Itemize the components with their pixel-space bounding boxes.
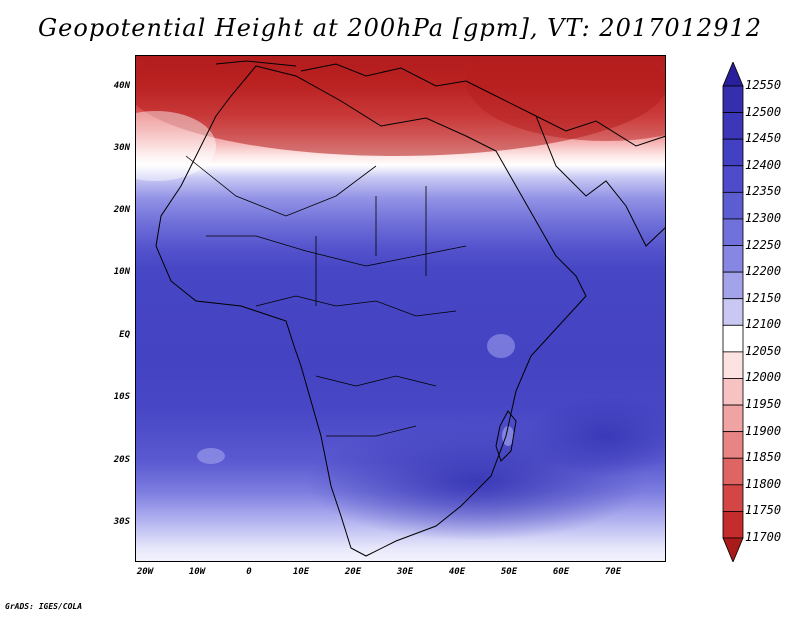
lat-label-20s: 20S <box>113 455 130 465</box>
colorbar-label: 12450 <box>745 131 782 146</box>
lat-label-20n: 20N <box>113 205 130 215</box>
colorbar-label: 12400 <box>745 157 782 172</box>
colorbar-label: 11700 <box>745 530 782 544</box>
lon-label-10w: 10W <box>188 567 206 577</box>
lon-label-20e: 20E <box>344 567 362 577</box>
colorbar-label: 12500 <box>745 104 782 119</box>
colorbar-label: 12300 <box>745 210 782 225</box>
colorbar-label: 12550 <box>745 78 782 92</box>
colorbar-swatch <box>722 351 744 379</box>
colorbar-label: 11750 <box>745 503 782 518</box>
colorbar-swatch <box>722 245 744 273</box>
colorbar-swatch <box>722 85 744 113</box>
colorbar-top-triangle <box>722 62 744 87</box>
colorbar-swatch <box>722 324 744 353</box>
colorbar-swatch <box>722 271 744 300</box>
colorbar-swatch <box>722 378 744 406</box>
lat-label-10s: 10S <box>113 392 130 402</box>
lon-label-70e: 70E <box>604 567 622 577</box>
africa-coastline <box>155 65 587 557</box>
colorbar-swatch <box>722 511 744 539</box>
colorbar-label: 11800 <box>745 476 782 491</box>
lat-label-30s: 30S <box>113 517 130 527</box>
colorbar-label: 11850 <box>745 450 782 465</box>
colorbar-swatch <box>722 112 744 140</box>
colorbar-swatch <box>722 191 744 220</box>
map-title: Geopotential Height at 200hPa [gpm], VT:… <box>38 14 762 42</box>
geopotential-field <box>136 56 665 561</box>
lon-label-40e: 40E <box>448 567 466 577</box>
lon-label-0: 0 <box>246 567 252 577</box>
lon-label-10e: 10E <box>292 567 310 577</box>
lat-label-40n: 40N <box>113 81 130 91</box>
colorbar-swatch <box>722 484 744 512</box>
colorbar-label: 12250 <box>745 237 782 252</box>
madagascar-outline <box>495 410 517 462</box>
colorbar-swatch <box>722 138 744 167</box>
grads-credit: GrADS: IGES/COLA <box>5 602 83 611</box>
colorbar-swatch <box>722 431 744 459</box>
lon-label-50e: 50E <box>500 567 518 577</box>
colorbar-bottom-triangle <box>722 537 744 562</box>
colorbar-label: 12350 <box>745 184 782 199</box>
colorbar-label: 12000 <box>745 370 782 385</box>
lon-label-20w: 20W <box>136 567 154 577</box>
country-borders <box>185 155 467 437</box>
lon-label-30e: 30E <box>396 567 414 577</box>
lat-label-30n: 30N <box>113 143 130 153</box>
colorbar-swatch <box>722 404 744 433</box>
colorbar-swatch <box>722 218 744 246</box>
eurasia-coastline <box>215 60 665 247</box>
colorbar <box>722 62 744 562</box>
colorbar-swatch <box>722 165 744 193</box>
lat-label-10n: 10N <box>113 267 130 277</box>
colorbar-label: 12150 <box>745 290 782 305</box>
colorbar-swatch <box>722 457 744 486</box>
colorbar-swatch <box>722 298 744 326</box>
colorbar-label: 12100 <box>745 317 782 332</box>
colorbar-label: 11900 <box>745 423 782 438</box>
colorbar-label: 12200 <box>745 264 782 279</box>
lon-label-60e: 60E <box>552 567 570 577</box>
colorbar-label: 12050 <box>745 343 782 358</box>
lat-label-eq: EQ <box>119 330 130 340</box>
map-panel <box>135 55 666 562</box>
colorbar-label: 11950 <box>745 397 782 412</box>
